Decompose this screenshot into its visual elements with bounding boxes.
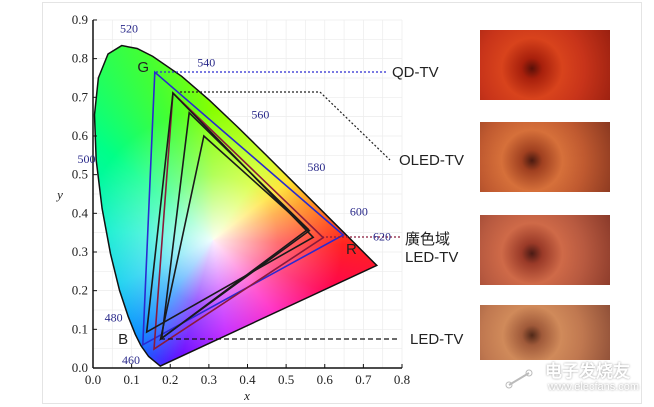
wavelength-label-560: 560 [251, 108, 269, 122]
x-tick-label: 0.7 [355, 372, 372, 387]
y-tick-label: 0.3 [72, 244, 88, 259]
y-tick-label: 0.5 [72, 167, 88, 182]
oled-tv-leader [180, 91, 391, 161]
y-axis-label: y [55, 187, 63, 202]
oled-tv-label: OLED-TV [399, 152, 465, 169]
y-tick-label: 0.1 [72, 321, 88, 336]
watermark-url: www.elecfans.com [548, 381, 640, 393]
flower-photo-wide-gamut-led-tv [480, 215, 610, 285]
gamut-triangle-led-tv [159, 134, 311, 341]
wavelength-label-480: 480 [105, 311, 123, 325]
x-tick-label: 0.2 [162, 372, 178, 387]
x-tick-label: 0.0 [85, 372, 101, 387]
qd-tv-label: QD-TV [392, 64, 439, 81]
y-tick-label: 0.9 [72, 12, 88, 27]
y-tick-label: 0.7 [72, 89, 89, 104]
y-tick-label: 0.0 [72, 360, 88, 375]
wide-gamut-led-tv-label: LED-TV [405, 249, 459, 266]
primary-label-r: R [346, 241, 357, 258]
flower-photo-qd-tv [480, 30, 610, 100]
gamut-triangle-gamut-4 [160, 111, 310, 340]
y-tick-label: 0.2 [72, 283, 88, 298]
wavelength-label-460: 460 [122, 353, 140, 367]
x-tick-label: 0.5 [278, 372, 294, 387]
primary-label-b: B [118, 331, 128, 348]
y-tick-label: 0.6 [72, 128, 89, 143]
x-tick-label: 0.6 [317, 372, 334, 387]
watermark-logo [495, 355, 645, 400]
gamut-triangle--led-tv [153, 91, 325, 351]
figure-frame [42, 2, 642, 404]
axes [92, 19, 403, 369]
x-axis-label: x [243, 388, 250, 403]
y-tick-label: 0.8 [72, 51, 88, 66]
spectral-locus [93, 44, 379, 367]
wavelength-label-500: 500 [78, 152, 96, 166]
wavelength-label-600: 600 [350, 204, 368, 218]
callout-leaders [156, 71, 400, 340]
y-tick-label: 0.4 [72, 205, 89, 220]
wavelength-label-520: 520 [120, 21, 138, 35]
x-tick-label: 0.4 [239, 372, 256, 387]
wavelength-label-580: 580 [307, 160, 325, 174]
watermark-icon [502, 361, 538, 397]
flower-photo-led-tv [480, 305, 610, 360]
watermark-brand: 电子发烧友 [545, 362, 630, 381]
led-tv-label: LED-TV [410, 331, 464, 348]
flower-photo-oled-tv [480, 122, 610, 192]
wavelength-label-540: 540 [197, 55, 215, 69]
primary-label-g: G [137, 59, 149, 76]
wide-gamut-label: 廣色域 [405, 231, 451, 248]
x-tick-label: 0.8 [394, 372, 410, 387]
wavelength-label-620: 620 [373, 229, 391, 243]
x-tick-label: 0.3 [201, 372, 217, 387]
x-tick-label: 0.1 [124, 372, 140, 387]
